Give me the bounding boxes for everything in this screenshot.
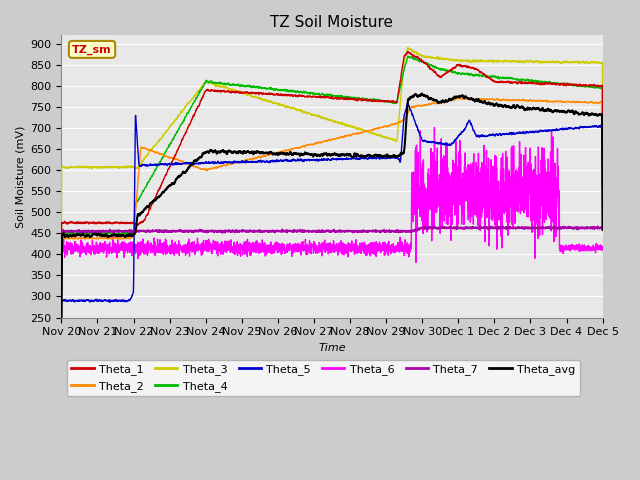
Theta_1 — [289, 93, 296, 99]
Theta_1 — [588, 83, 596, 89]
Title: TZ Soil Moisture: TZ Soil Moisture — [271, 15, 394, 30]
Line: Theta_5: Theta_5 — [61, 103, 603, 342]
Theta_7 — [599, 225, 607, 231]
Theta_avg — [58, 327, 65, 333]
Line: Theta_4: Theta_4 — [61, 56, 603, 296]
Theta_1 — [152, 195, 159, 201]
Theta_7 — [265, 228, 273, 234]
Line: Theta_7: Theta_7 — [61, 226, 603, 233]
Theta_6 — [431, 125, 438, 131]
Theta_2 — [152, 150, 159, 156]
Theta_4 — [289, 88, 296, 94]
Theta_6 — [152, 247, 159, 253]
Theta_1 — [530, 80, 538, 85]
X-axis label: Time: Time — [318, 343, 346, 353]
Line: Theta_2: Theta_2 — [61, 98, 603, 312]
Theta_5 — [599, 222, 607, 228]
Theta_2 — [588, 99, 596, 105]
Line: Theta_6: Theta_6 — [61, 128, 603, 263]
Theta_4 — [404, 53, 412, 59]
Theta_1 — [119, 220, 127, 226]
Theta_5 — [404, 100, 412, 106]
Line: Theta_1: Theta_1 — [61, 51, 603, 289]
Theta_2 — [599, 228, 607, 233]
Theta_6 — [599, 245, 607, 251]
Theta_5 — [152, 162, 159, 168]
Theta_7 — [119, 229, 127, 235]
Theta_3 — [530, 59, 538, 65]
Theta_5 — [265, 159, 273, 165]
Theta_6 — [119, 248, 127, 254]
Theta_5 — [530, 130, 538, 136]
Theta_3 — [152, 143, 159, 148]
Theta_avg — [152, 197, 159, 203]
Theta_7 — [58, 228, 65, 234]
Theta_avg — [119, 232, 127, 238]
Theta_3 — [599, 180, 607, 186]
Theta_6 — [289, 250, 296, 255]
Theta_4 — [530, 79, 538, 84]
Theta_avg — [289, 152, 296, 157]
Theta_7 — [289, 228, 296, 234]
Theta_2 — [119, 236, 127, 241]
Theta_avg — [530, 105, 538, 111]
Theta_6 — [58, 242, 65, 248]
Theta_avg — [418, 91, 426, 96]
Theta_avg — [599, 227, 607, 233]
Theta_5 — [58, 339, 65, 345]
Theta_4 — [599, 197, 607, 203]
Theta_7 — [588, 225, 596, 231]
Theta_1 — [265, 90, 273, 96]
Line: Theta_avg: Theta_avg — [61, 94, 603, 330]
Theta_4 — [152, 167, 159, 173]
Theta_4 — [265, 85, 273, 91]
Theta_5 — [119, 299, 127, 304]
Theta_5 — [588, 123, 596, 129]
Theta_avg — [588, 110, 596, 116]
Theta_7 — [219, 230, 227, 236]
Theta_3 — [58, 250, 65, 256]
Theta_6 — [265, 250, 273, 255]
Theta_1 — [599, 195, 607, 201]
Theta_6 — [588, 245, 596, 251]
Theta_2 — [289, 146, 296, 152]
Theta_5 — [289, 157, 296, 163]
Theta_6 — [530, 184, 538, 190]
Theta_2 — [265, 153, 273, 158]
Theta_2 — [455, 95, 463, 101]
Theta_2 — [58, 309, 65, 315]
Theta_1 — [58, 287, 65, 292]
Theta_2 — [530, 97, 538, 103]
Theta_4 — [588, 84, 596, 90]
Theta_4 — [119, 230, 127, 236]
Theta_avg — [265, 151, 273, 156]
Theta_3 — [265, 98, 273, 104]
Text: TZ_sm: TZ_sm — [72, 44, 112, 55]
Line: Theta_3: Theta_3 — [61, 48, 603, 253]
Theta_7 — [530, 225, 538, 231]
Theta_4 — [58, 293, 65, 299]
Theta_7 — [152, 228, 159, 234]
Y-axis label: Soil Moisture (mV): Soil Moisture (mV) — [15, 125, 25, 228]
Theta_6 — [412, 260, 420, 265]
Legend: Theta_1, Theta_2, Theta_3, Theta_4, Theta_5, Theta_6, Theta_7, Theta_avg: Theta_1, Theta_2, Theta_3, Theta_4, Thet… — [67, 360, 580, 396]
Theta_1 — [404, 48, 412, 54]
Theta_3 — [404, 45, 412, 50]
Theta_3 — [289, 106, 296, 111]
Theta_3 — [119, 165, 127, 170]
Theta_3 — [588, 60, 596, 66]
Theta_7 — [499, 223, 506, 228]
